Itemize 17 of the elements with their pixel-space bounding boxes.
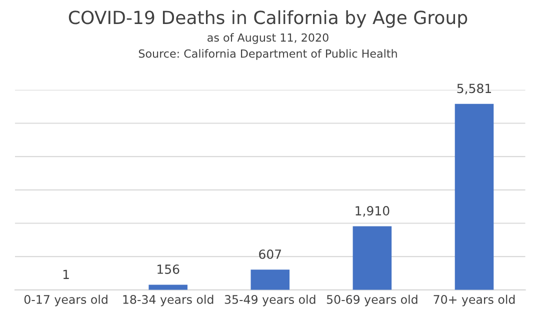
x-tick-label: 35-49 years old <box>224 294 316 306</box>
data-label: 607 <box>259 249 282 259</box>
x-tick-label: 50-69 years old <box>326 294 418 306</box>
bar <box>352 226 392 290</box>
bar <box>454 104 494 290</box>
source-note: Source: California Department of Public Health <box>138 49 397 60</box>
x-tick-label: 18-34 years old <box>123 294 214 306</box>
data-label: 156 <box>158 264 180 274</box>
chart-title: COVID-19 Deaths in California by Age Group <box>68 10 468 28</box>
x-tick-label: 0-17 years old <box>24 294 108 306</box>
bar <box>148 284 188 290</box>
data-label: 5,581 <box>457 84 491 94</box>
chart-subtitle: as of August 11, 2020 <box>208 33 328 44</box>
x-tick-label: 70+ years old <box>434 294 515 306</box>
bar <box>250 270 290 290</box>
data-label: 1,910 <box>356 206 390 217</box>
data-label: 1 <box>63 270 69 279</box>
